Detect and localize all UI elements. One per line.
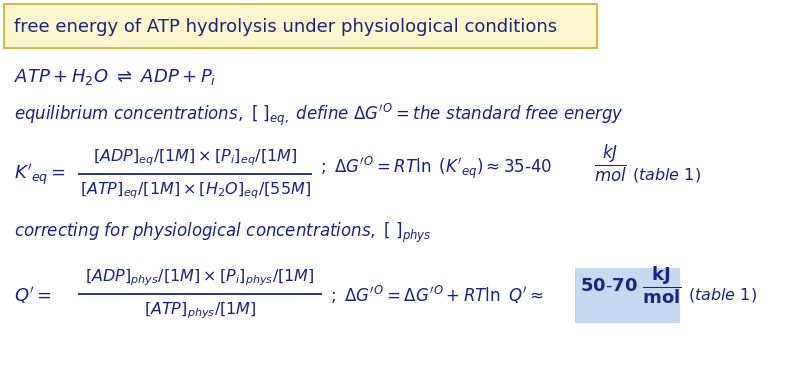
Text: $\mathit{(table\ 1)}$: $\mathit{(table\ 1)}$ <box>632 166 701 184</box>
Text: $\mathit{[ATP]_{phys}/[1M]}$: $\mathit{[ATP]_{phys}/[1M]}$ <box>144 301 256 321</box>
Text: $\mathbf{50\text{-}70}\ \dfrac{\mathbf{kJ}}{\mathbf{mol}}$: $\mathbf{50\text{-}70}\ \dfrac{\mathbf{k… <box>580 264 682 306</box>
Text: $;\ \Delta G'^{O} = RT\ln\ (K'_{eq}) \approx 35\text{-}40$: $;\ \Delta G'^{O} = RT\ln\ (K'_{eq}) \ap… <box>320 155 553 181</box>
FancyBboxPatch shape <box>4 4 597 48</box>
Text: $\dfrac{kJ}{mol}$: $\dfrac{kJ}{mol}$ <box>594 142 627 184</box>
FancyBboxPatch shape <box>575 268 680 323</box>
Text: $\mathit{equilibrium\ concentrations,\ [\ ]_{\mathit{eq,}}\ define}$$\ \mathit{\: $\mathit{equilibrium\ concentrations,\ [… <box>14 102 624 128</box>
Text: $\mathit{correcting\ for\ physiological\ concentrations,\ [\ ]_{\mathit{phys}}}$: $\mathit{correcting\ for\ physiological\… <box>14 221 432 245</box>
Text: $\mathit{[ADP]_{eq}/[1M] \times [P_i]_{eq}/[1M]}$: $\mathit{[ADP]_{eq}/[1M] \times [P_i]_{e… <box>93 148 297 168</box>
Text: $\mathit{ATP + H_2O}$ $\rightleftharpoons$ $\mathit{ADP + P_i}$: $\mathit{ATP + H_2O}$ $\rightleftharpoon… <box>14 67 216 87</box>
Text: free energy of ATP hydrolysis under physiological conditions: free energy of ATP hydrolysis under phys… <box>14 18 557 36</box>
Text: $\mathit{[ATP]_{eq}/[1M] \times [H_2O]_{eq}/[55M]}$: $\mathit{[ATP]_{eq}/[1M] \times [H_2O]_{… <box>80 181 311 201</box>
Text: $K'_{eq}=$: $K'_{eq}=$ <box>14 163 66 188</box>
Text: $\mathit{[ADP]_{phys}/[1M] \times [P_i]_{phys}/[1M]}$: $\mathit{[ADP]_{phys}/[1M] \times [P_i]_… <box>85 268 315 288</box>
Text: $\mathit{(table\ 1)}$: $\mathit{(table\ 1)}$ <box>688 286 757 304</box>
Text: $;\ \Delta G'^{O} = \Delta G'^{O} + RT\ln\ Q' \approx$: $;\ \Delta G'^{O} = \Delta G'^{O} + RT\l… <box>330 284 544 306</box>
Text: $Q'=$: $Q'=$ <box>14 284 52 305</box>
